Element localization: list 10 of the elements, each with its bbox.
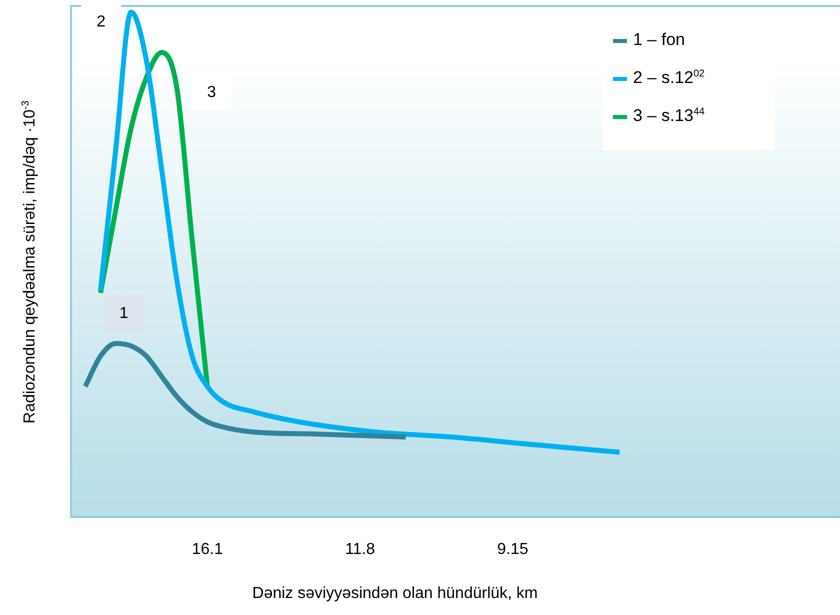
- legend-label: 1 – fon: [632, 30, 685, 50]
- x-axis-title: Dəniz səviyyəsindən olan hündürlük, km: [252, 585, 538, 603]
- annotation: 2: [96, 13, 106, 30]
- x-tick-label: 9.15: [497, 541, 528, 558]
- legend-label: 2 – s.12$^{02}$: [632, 68, 705, 88]
- x-tick-label: 16.1: [192, 541, 224, 558]
- annotation: 1: [119, 304, 128, 322]
- annotation: 3: [207, 84, 216, 101]
- legend-label: 3 – s.13$^{44}$: [632, 106, 705, 126]
- x-tick-label: 11.8: [345, 541, 376, 558]
